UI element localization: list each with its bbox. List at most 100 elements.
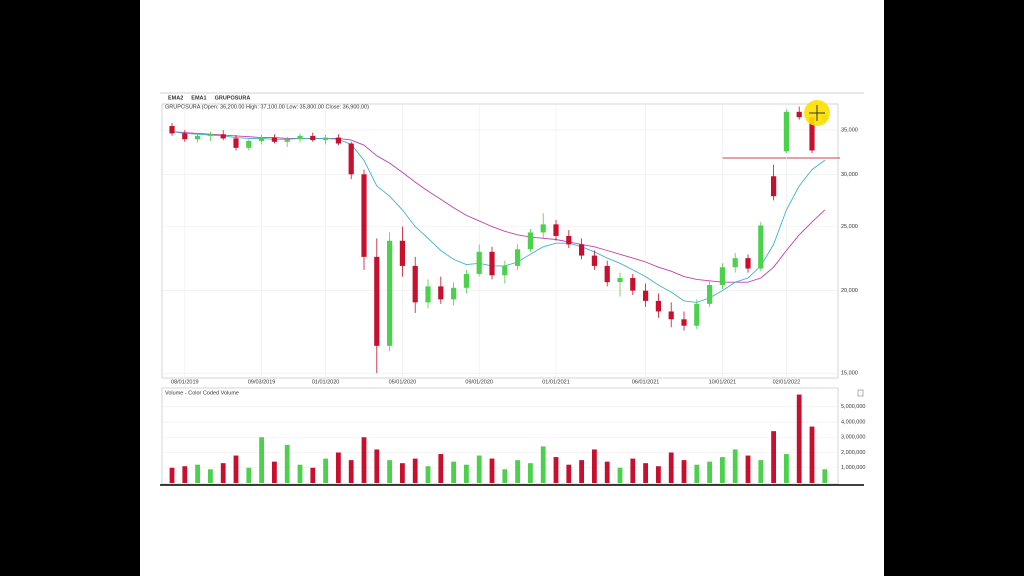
candle-body [681,319,687,326]
volume-bar [528,463,533,483]
volume-bar [233,455,239,483]
ema-line [171,131,826,303]
price-header: GRUPOSURA (Open: 36,200.00 High: 37,100.… [165,104,369,110]
volume-bar [451,461,456,483]
candle-body [323,137,329,141]
candle-body [707,284,713,304]
volume-bar [438,454,444,483]
panel-close[interactable] [857,389,864,397]
volume-bar [297,464,303,483]
candle-body [502,265,508,276]
candle-body [617,278,623,283]
volume-bar [387,460,392,483]
candle-body [668,311,674,320]
volume-bar [348,460,354,483]
candle-body [591,255,597,266]
legend-entry: GRUPOSURA [215,95,251,101]
volume-bar [592,449,597,483]
volume-bar [374,449,380,483]
candle-body [438,286,444,300]
candle-body [399,240,405,266]
volume-bar [694,464,700,483]
volume-bar [796,394,802,483]
volume-bar [169,467,175,483]
volume-bar [361,437,367,483]
candle-body [476,251,482,274]
volume-bar [336,452,341,483]
candle-body [220,134,226,139]
volume-bar [182,466,188,483]
volume-bar [809,426,815,483]
volume-bar [617,467,623,483]
volume-bar [195,464,200,483]
volume-bar [540,446,546,483]
candle-body [553,224,559,236]
y-tick-label: 25,000 [841,224,858,230]
volume-bar [758,460,764,483]
volume-bar [579,460,584,483]
volume-bar [502,469,508,483]
volume-bar [246,467,252,483]
candle-body [745,258,751,269]
candle-body [284,139,290,142]
volume-bar [259,437,264,483]
candle-body [374,256,380,346]
candle-body [540,224,546,233]
volume-bar [476,455,482,483]
y-tick-label: 2,000,000 [841,450,865,456]
volume-bar [630,458,636,483]
volume-title: Volume - Color Coded Volume [165,390,239,396]
volume-bar [515,460,520,483]
x-tick-label: 08/01/2019 [171,379,199,385]
x-tick-label: 01/01/2021 [542,379,570,385]
volume-bar [310,467,316,483]
x-tick-label: 01/01/2020 [312,379,340,385]
candle-body [271,137,277,142]
volume-bar [566,464,572,483]
candle-body [310,135,316,141]
candle-body [348,143,354,175]
candle-body [719,267,725,285]
volume-bar [208,469,213,483]
candle-body [758,225,764,269]
candle-body [604,265,610,283]
y-tick-label: 5,000,000 [841,404,865,410]
candle-body [425,286,431,303]
volume-bar [822,469,828,483]
candle-body [489,251,495,276]
candle-body [195,135,201,140]
candle-body [297,135,303,140]
volume-bar [400,463,405,483]
volume-bar [643,463,648,483]
x-tick-label: 02/01/2022 [773,379,801,385]
candle-body [259,137,265,141]
candle-body [412,265,418,303]
candle-body [796,111,802,118]
volume-bar [681,460,687,483]
volume-bar [771,431,776,483]
candle-body [361,174,367,257]
volume-bar [489,458,495,483]
volume-bar [464,464,469,483]
volume-bar [604,461,610,483]
ema-line [171,131,826,283]
legend-entry: EMA2 [168,95,183,101]
x-tick-label: 06/01/2021 [632,379,660,385]
volume-bar [412,458,418,483]
y-tick-label: 20,000 [841,288,858,294]
candle-body [643,290,649,301]
y-tick-label: 15,000 [841,371,858,377]
y-tick-label: 1,000,000 [841,465,865,471]
cursor [809,105,825,121]
candle-body [515,249,521,266]
candle-body [579,244,585,256]
volume-bar [720,457,725,483]
plot-layer: 15,000 20,000 25,000 30,000 35,000 08/01/2019… [162,95,865,483]
x-tick-label: 09/03/2019 [248,379,276,385]
volume-bar [732,449,738,483]
volume-bar [784,454,789,483]
volume-bar [553,457,559,483]
candle-body [335,137,341,144]
